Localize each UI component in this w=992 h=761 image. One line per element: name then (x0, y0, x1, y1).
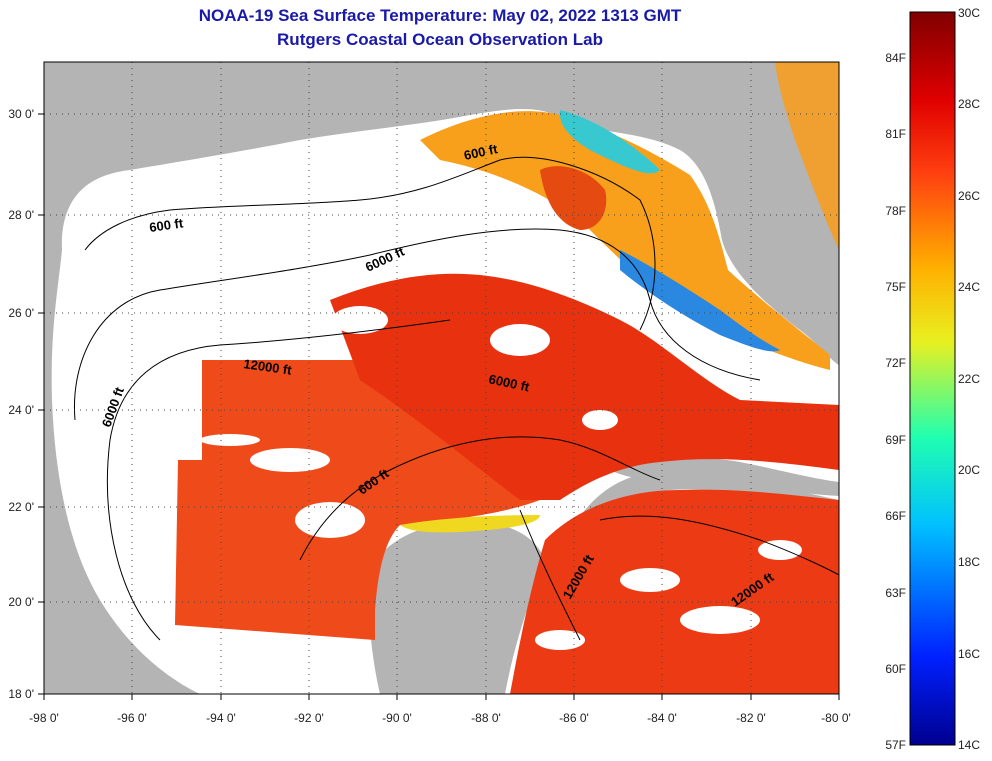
sst-yellow-band (400, 515, 540, 533)
colorbar (909, 11, 956, 746)
colorbar-c-tick: 22C (958, 372, 980, 386)
colorbar-c-tick: 26C (958, 189, 980, 203)
colorbar-f-tick: 60F (885, 662, 906, 676)
map-subtitle: Rutgers Coastal Ocean Observation Lab (277, 30, 603, 49)
colorbar-c-tick: 18C (958, 555, 980, 569)
contour-label: 600 ft (463, 141, 500, 163)
lat-tick: 18 0' (8, 687, 34, 701)
colorbar-f-tick: 81F (885, 127, 906, 141)
lat-tick: 22 0' (8, 500, 34, 514)
yucatan-land (369, 521, 545, 694)
colorbar-f-tick: 72F (885, 356, 906, 370)
contour-label: 12000 ft (243, 356, 294, 378)
graticule (44, 62, 839, 694)
sst-warm-patch (540, 166, 607, 230)
colorbar-f-tick: 66F (885, 509, 906, 523)
lat-tick: 30 0' (8, 107, 34, 121)
latitude-labels: 30 0' 28 0' 26 0' 24 0' 22 0' 20 0' 18 0… (8, 107, 34, 701)
map-frame (43, 61, 840, 695)
lon-tick: -92 0' (294, 711, 324, 725)
map-area: 600 ft 600 ft 6000 ft 12000 ft 6000 ft 6… (44, 62, 839, 694)
longitude-labels: -98 0' -96 0' -94 0' -92 0' -90 0' -88 0… (29, 711, 851, 725)
colorbar-celsius-labels: 30C 28C 26C 24C 22C 20C 18C 16C 14C (958, 6, 980, 752)
colorbar-c-tick: 24C (958, 280, 980, 294)
lon-tick: -84 0' (647, 711, 677, 725)
colorbar-c-tick: 14C (958, 738, 980, 752)
lat-tick: 28 0' (8, 208, 34, 222)
colorbar-f-tick: 63F (885, 586, 906, 600)
lon-tick: -96 0' (117, 711, 147, 725)
colorbar-f-tick: 57F (885, 738, 906, 752)
colorbar-c-tick: 16C (958, 647, 980, 661)
contour-label: 600 ft (148, 215, 184, 235)
sst-atlantic (775, 62, 839, 250)
cuba-land (610, 457, 839, 496)
sst-cool-band-florida (620, 250, 780, 352)
lon-tick: -94 0' (206, 711, 236, 725)
lon-tick: -80 0' (821, 711, 851, 725)
colorbar-fahrenheit-labels: 84F 81F 78F 75F 72F 69F 66F 63F 60F 57F (885, 51, 906, 752)
lon-tick: -90 0' (382, 711, 412, 725)
lat-tick: 20 0' (8, 595, 34, 609)
sst-cool-band-ne (559, 110, 660, 174)
axis-ticks (38, 113, 840, 700)
lon-tick: -98 0' (29, 711, 59, 725)
colorbar-f-tick: 78F (885, 204, 906, 218)
lon-tick: -86 0' (559, 711, 589, 725)
lat-tick: 26 0' (8, 306, 34, 320)
colorbar-c-tick: 28C (958, 97, 980, 111)
sst-swath-central (330, 273, 839, 500)
map-title: NOAA-19 Sea Surface Temperature: May 02,… (198, 6, 682, 25)
colorbar-c-tick: 20C (958, 463, 980, 477)
sst-swath-northeast (420, 111, 830, 370)
colorbar-f-tick: 75F (885, 280, 906, 294)
lat-tick: 24 0' (8, 403, 34, 417)
colorbar-f-tick: 69F (885, 433, 906, 447)
lon-tick: -82 0' (736, 711, 766, 725)
colorbar-c-tick: 30C (958, 6, 980, 20)
depth-contours (73, 156, 839, 641)
lon-tick: -88 0' (471, 711, 501, 725)
sst-caribbean (510, 489, 839, 694)
colorbar-f-tick: 84F (885, 51, 906, 65)
